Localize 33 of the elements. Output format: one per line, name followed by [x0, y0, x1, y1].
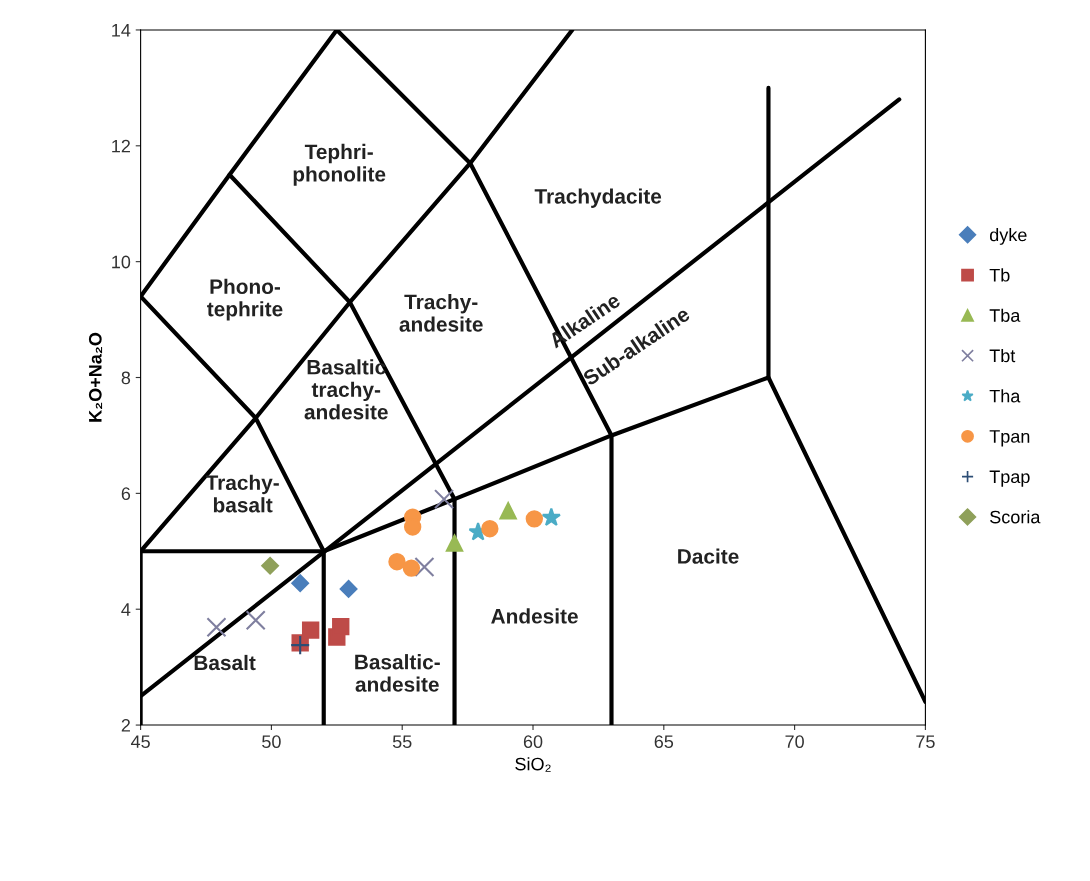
legend-label: Tb: [989, 268, 1010, 282]
legend-label: Tba: [989, 308, 1021, 322]
x-tick-label: 50: [262, 735, 281, 749]
annotation: Basaltic- andesite: [355, 654, 440, 692]
y-tick-label: 10: [112, 255, 131, 269]
legend-label: Tpap: [989, 470, 1030, 487]
annotation: Dacite: [678, 548, 739, 564]
annotation: Phono- tephrite: [207, 278, 283, 321]
y-tick-label: 2: [121, 719, 130, 732]
x-tick-label: 55: [392, 735, 412, 749]
legend-label: Tbt: [989, 348, 1016, 363]
legend-label: dyke: [989, 228, 1027, 245]
y-tick-label: 6: [121, 487, 131, 501]
y-tick-label: 12: [112, 139, 130, 153]
legend-label: Scoria: [990, 510, 1041, 524]
y-tick-label: 14: [112, 24, 131, 37]
annotation: Tephri- phonolite: [293, 143, 386, 186]
x-tick-label: 60: [523, 735, 543, 749]
y-tick-label: 4: [121, 603, 131, 616]
annotation: Basalt: [194, 654, 256, 671]
legend-label: Tpan: [989, 430, 1030, 447]
y-axis-title: K₂O+Na₂O: [88, 332, 103, 422]
y-tick-label: 8: [121, 371, 131, 385]
annotation: Trachy- basalt: [205, 474, 279, 513]
annotation: Andesite: [491, 608, 578, 624]
annotation: Trachydacite: [534, 188, 662, 208]
annotation: Trachy- andesite: [399, 294, 483, 332]
x-tick-label: 65: [654, 735, 674, 749]
legend-label: Tha: [989, 389, 1021, 403]
x-tick-label: 45: [130, 735, 150, 749]
x-tick-label: 70: [785, 735, 804, 749]
x-axis-title: SiO₂: [515, 757, 551, 772]
x-tick-label: 75: [916, 735, 935, 749]
